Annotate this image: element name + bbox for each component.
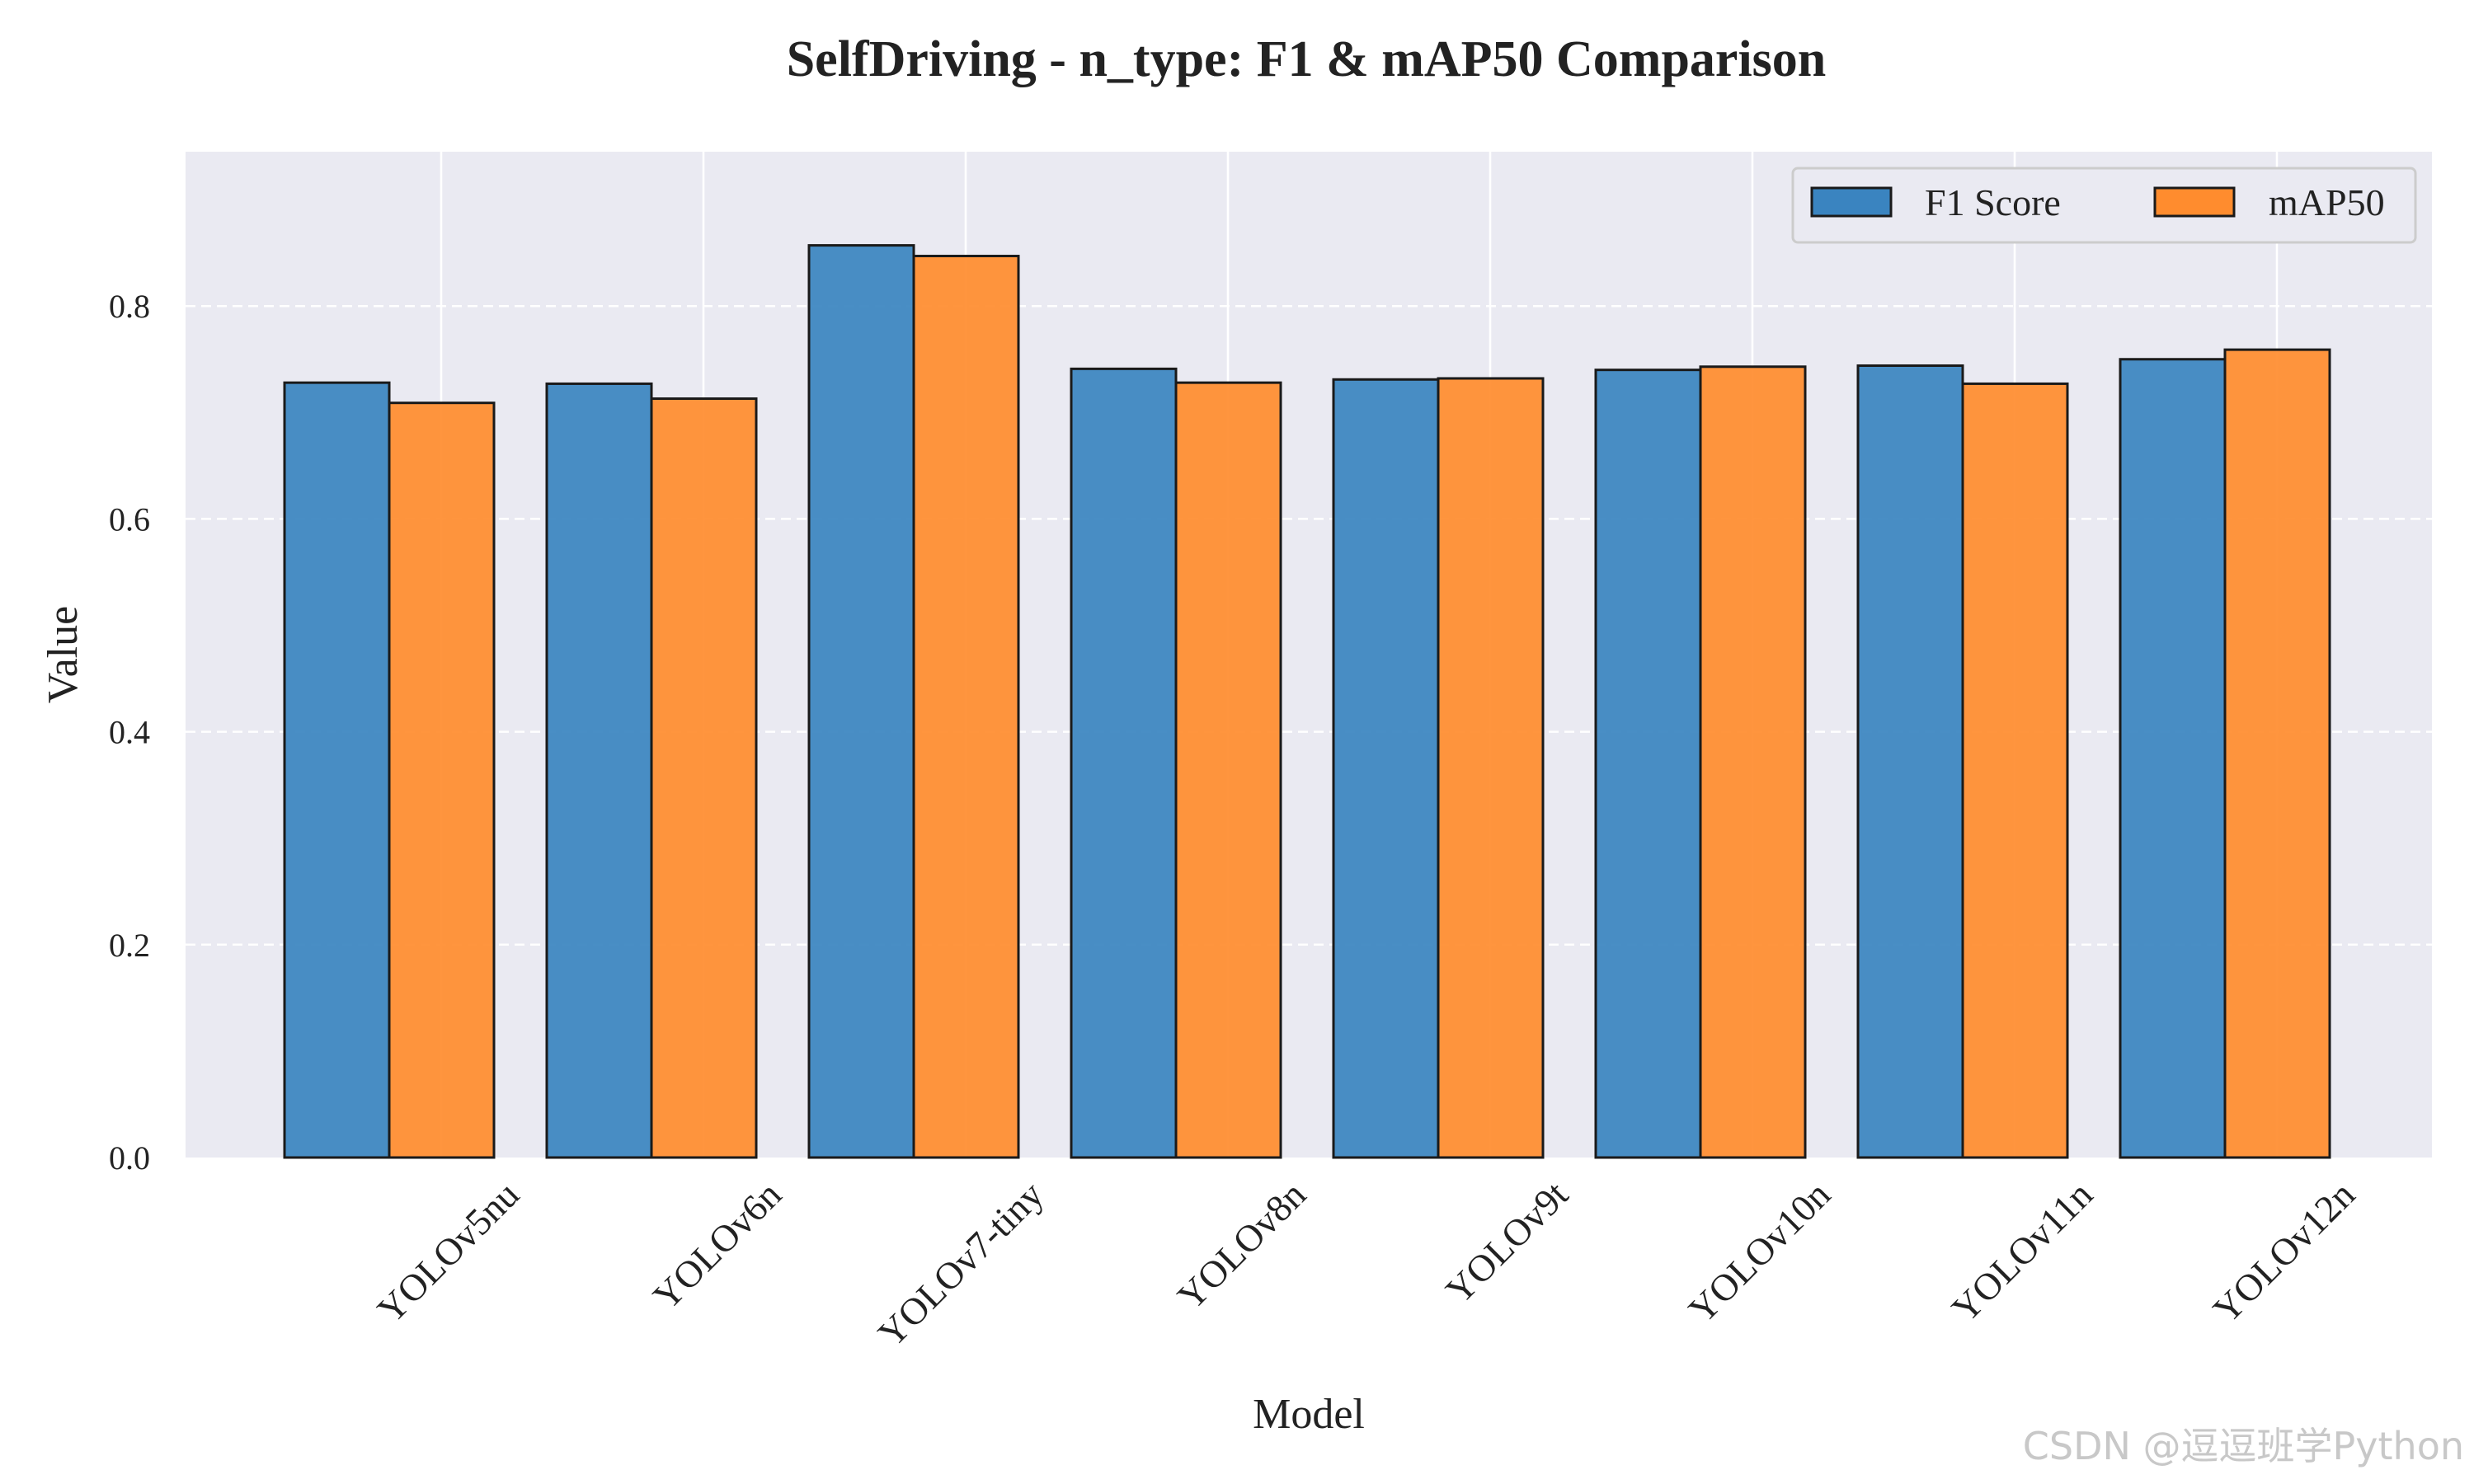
bar-map50-yolov9t <box>1437 377 1545 1159</box>
legend: F1 Score mAP50 <box>1791 167 2417 244</box>
y-axis-label: Value <box>40 606 87 703</box>
bar-map50-yolov12n <box>2223 348 2331 1159</box>
bar-map50-yolov6n <box>650 397 758 1159</box>
legend-swatch-f1-score <box>1810 186 1893 218</box>
x-tick-label-yolov7-tiny: YOLOv7-tiny <box>870 1173 1051 1355</box>
x-tick-label-yolov10n: YOLOv10n <box>1681 1173 1838 1331</box>
x-tick-label-yolov6n: YOLOv6n <box>645 1173 789 1317</box>
bar-f1-score-yolov5nu <box>283 381 391 1159</box>
bar-map50-yolov10n <box>1699 365 1807 1159</box>
bar-f1-score-yolov11n <box>1856 364 1964 1159</box>
bar-map50-yolov7-tiny <box>912 255 1020 1159</box>
bars-layer <box>283 244 2331 1159</box>
x-tick-label-yolov5nu: YOLOv5nu <box>369 1173 527 1331</box>
plot-area <box>186 152 2432 1158</box>
y-axis-ticks: 0.0 0.2 0.4 0.6 0.8 <box>109 288 150 1176</box>
bar-f1-score-yolov7-tiny <box>807 244 915 1159</box>
bar-f1-score-yolov9t <box>1332 378 1440 1159</box>
bar-map50-yolov5nu <box>388 402 496 1159</box>
x-axis-label: Model <box>1253 1391 1365 1438</box>
legend-frame <box>1791 167 2417 244</box>
bar-f1-score-yolov10n <box>1594 369 1702 1159</box>
bar-map50-yolov11n <box>1961 382 2069 1159</box>
x-tick-label-yolov8n: YOLOv8n <box>1169 1173 1314 1317</box>
y-tick-label: 0.6 <box>109 500 150 538</box>
watermark: CSDN @逗逗班学Python <box>2023 1424 2464 1468</box>
y-tick-label: 0.8 <box>109 288 150 325</box>
x-tick-label-yolov11n: YOLOv11n <box>1944 1173 2100 1330</box>
y-tick-label: 0.0 <box>109 1139 150 1176</box>
legend-swatch-map50 <box>2153 186 2236 218</box>
x-tick-label-yolov12n: YOLOv12n <box>2205 1173 2363 1331</box>
bar-f1-score-yolov12n <box>2119 358 2227 1159</box>
bar-map50-yolov8n <box>1174 381 1282 1159</box>
chart-title: SelfDriving - n_type: F1 & mAP50 Compari… <box>787 31 1827 87</box>
bar-f1-score-yolov8n <box>1070 367 1178 1159</box>
x-axis-ticks: YOLOv5nu YOLOv6n YOLOv7-tiny YOLOv8n YOLOv9t… <box>369 1173 2363 1355</box>
legend-label-f1-score: F1 Score <box>1925 181 2061 223</box>
legend-label-map50: mAP50 <box>2269 181 2385 223</box>
bar-f1-score-yolov6n <box>545 382 653 1159</box>
x-tick-label-yolov9t: YOLOv9t <box>1437 1173 1576 1312</box>
y-tick-label: 0.2 <box>109 927 150 964</box>
y-tick-label: 0.4 <box>109 714 150 751</box>
